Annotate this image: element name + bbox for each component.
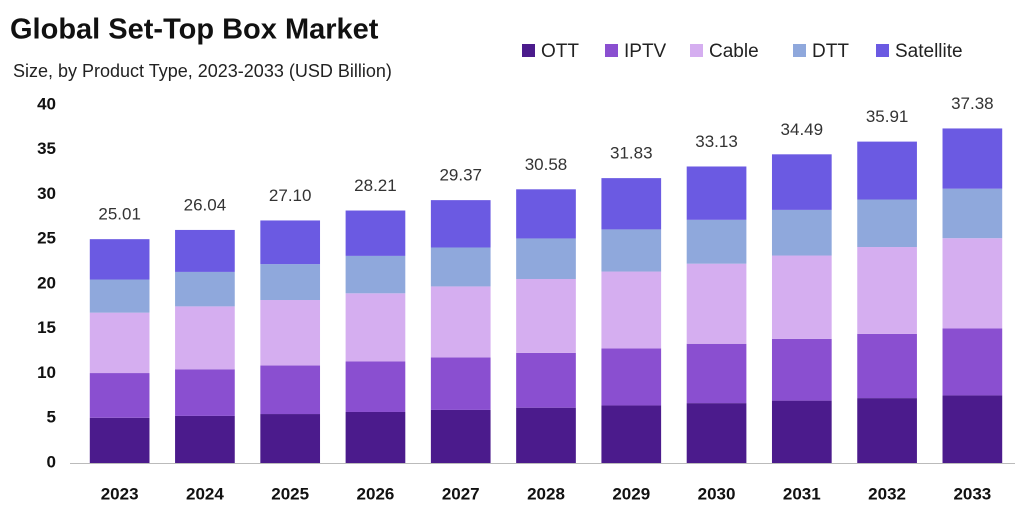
total-label: 30.58 bbox=[525, 155, 568, 174]
bar-segment bbox=[686, 219, 747, 264]
legend-label: DTT bbox=[812, 41, 849, 62]
bar-segment bbox=[857, 398, 917, 463]
y-tick-label: 40 bbox=[37, 94, 56, 113]
bar-segment bbox=[857, 141, 917, 200]
bar-segment bbox=[942, 128, 1003, 189]
legend-swatch bbox=[690, 44, 703, 57]
bar-segment bbox=[771, 255, 832, 339]
bar-segment bbox=[175, 306, 235, 370]
bar-segment bbox=[516, 278, 576, 353]
bar-segment bbox=[857, 333, 917, 399]
chart-subtitle: Size, by Product Type, 2023-2033 (USD Bi… bbox=[13, 61, 392, 81]
bar-segment bbox=[601, 348, 662, 406]
y-tick-label: 35 bbox=[37, 139, 56, 158]
bar-segment bbox=[516, 189, 576, 239]
bar-segment bbox=[942, 328, 1003, 396]
bar-segment bbox=[771, 154, 832, 210]
x-tick-label: 2028 bbox=[527, 484, 565, 503]
total-label: 35.91 bbox=[866, 107, 909, 126]
y-tick-label: 15 bbox=[37, 318, 56, 337]
total-label: 25.01 bbox=[98, 205, 141, 224]
total-label: 26.04 bbox=[184, 195, 227, 214]
legend-swatch bbox=[876, 44, 889, 57]
bar-segment bbox=[175, 229, 235, 272]
x-tick-label: 2026 bbox=[357, 484, 395, 503]
bar-segment bbox=[430, 200, 491, 248]
bar-segment bbox=[516, 238, 576, 279]
bar-segment bbox=[89, 312, 150, 374]
y-tick-label: 5 bbox=[47, 408, 56, 427]
bar-segment bbox=[175, 271, 235, 307]
x-tick-label: 2031 bbox=[783, 484, 821, 503]
bar-segment bbox=[175, 369, 235, 416]
bar-segment bbox=[89, 279, 150, 313]
x-tick-label: 2029 bbox=[612, 484, 650, 503]
total-label: 33.13 bbox=[695, 132, 738, 151]
total-label: 37.38 bbox=[951, 94, 994, 113]
bar-segment bbox=[260, 414, 321, 463]
bar-segment bbox=[686, 403, 747, 463]
x-tick-label: 2030 bbox=[698, 484, 736, 503]
bar-segment bbox=[345, 411, 406, 463]
bar-segment bbox=[857, 199, 917, 248]
bar-segment bbox=[942, 238, 1003, 329]
legend-label: Cable bbox=[709, 41, 759, 62]
bar-segment bbox=[857, 247, 917, 334]
legend-swatch bbox=[605, 44, 618, 57]
bar-segment bbox=[601, 271, 662, 349]
bar-segment bbox=[345, 210, 406, 256]
bar-segment bbox=[686, 166, 747, 220]
bar-segment bbox=[686, 263, 747, 344]
x-tick-label: 2033 bbox=[953, 484, 991, 503]
y-tick-label: 25 bbox=[37, 229, 56, 248]
legend-swatch bbox=[522, 44, 535, 57]
x-tick-label: 2024 bbox=[186, 484, 224, 503]
bar-segment bbox=[771, 209, 832, 256]
bar-segment bbox=[260, 220, 321, 265]
bar-segment bbox=[260, 300, 321, 366]
total-label: 27.10 bbox=[269, 186, 312, 205]
x-tick-label: 2027 bbox=[442, 484, 480, 503]
bar-segment bbox=[430, 247, 491, 287]
x-tick-label: 2025 bbox=[271, 484, 309, 503]
legend-label: OTT bbox=[541, 41, 579, 62]
bar-segment bbox=[942, 188, 1003, 239]
total-label: 34.49 bbox=[781, 120, 824, 139]
total-label: 31.83 bbox=[610, 144, 653, 163]
legend-label: Satellite bbox=[895, 41, 963, 62]
y-tick-label: 30 bbox=[37, 184, 56, 203]
bar-segment bbox=[516, 407, 576, 463]
bar-segment bbox=[345, 361, 406, 412]
bar-segment bbox=[345, 255, 406, 294]
bar-segment bbox=[89, 239, 150, 280]
bar-segment bbox=[601, 229, 662, 272]
chart-title: Global Set-Top Box Market bbox=[10, 14, 379, 46]
bar-segment bbox=[601, 405, 662, 463]
total-label: 29.37 bbox=[439, 166, 482, 185]
bar-segment bbox=[601, 178, 662, 230]
bar-segment bbox=[89, 373, 150, 418]
bar-segment bbox=[260, 264, 321, 301]
bar-segment bbox=[89, 417, 150, 463]
bar-segment bbox=[175, 415, 235, 463]
bar-segment bbox=[771, 400, 832, 463]
legend-label: IPTV bbox=[624, 41, 667, 62]
bar-segment bbox=[260, 365, 321, 415]
x-tick-label: 2023 bbox=[101, 484, 139, 503]
bar-segment bbox=[686, 343, 747, 404]
legend-swatch bbox=[793, 44, 806, 57]
bar-segment bbox=[430, 357, 491, 410]
y-tick-label: 10 bbox=[37, 363, 56, 382]
bar-segment bbox=[345, 293, 406, 362]
bar-segment bbox=[430, 286, 491, 358]
bar-segment bbox=[516, 352, 576, 408]
total-label: 28.21 bbox=[354, 176, 397, 195]
y-tick-label: 20 bbox=[37, 273, 56, 292]
bar-segment bbox=[771, 338, 832, 401]
bar-segment bbox=[942, 395, 1003, 463]
y-tick-label: 0 bbox=[47, 452, 56, 471]
bar-segment bbox=[430, 409, 491, 463]
x-tick-label: 2032 bbox=[868, 484, 906, 503]
